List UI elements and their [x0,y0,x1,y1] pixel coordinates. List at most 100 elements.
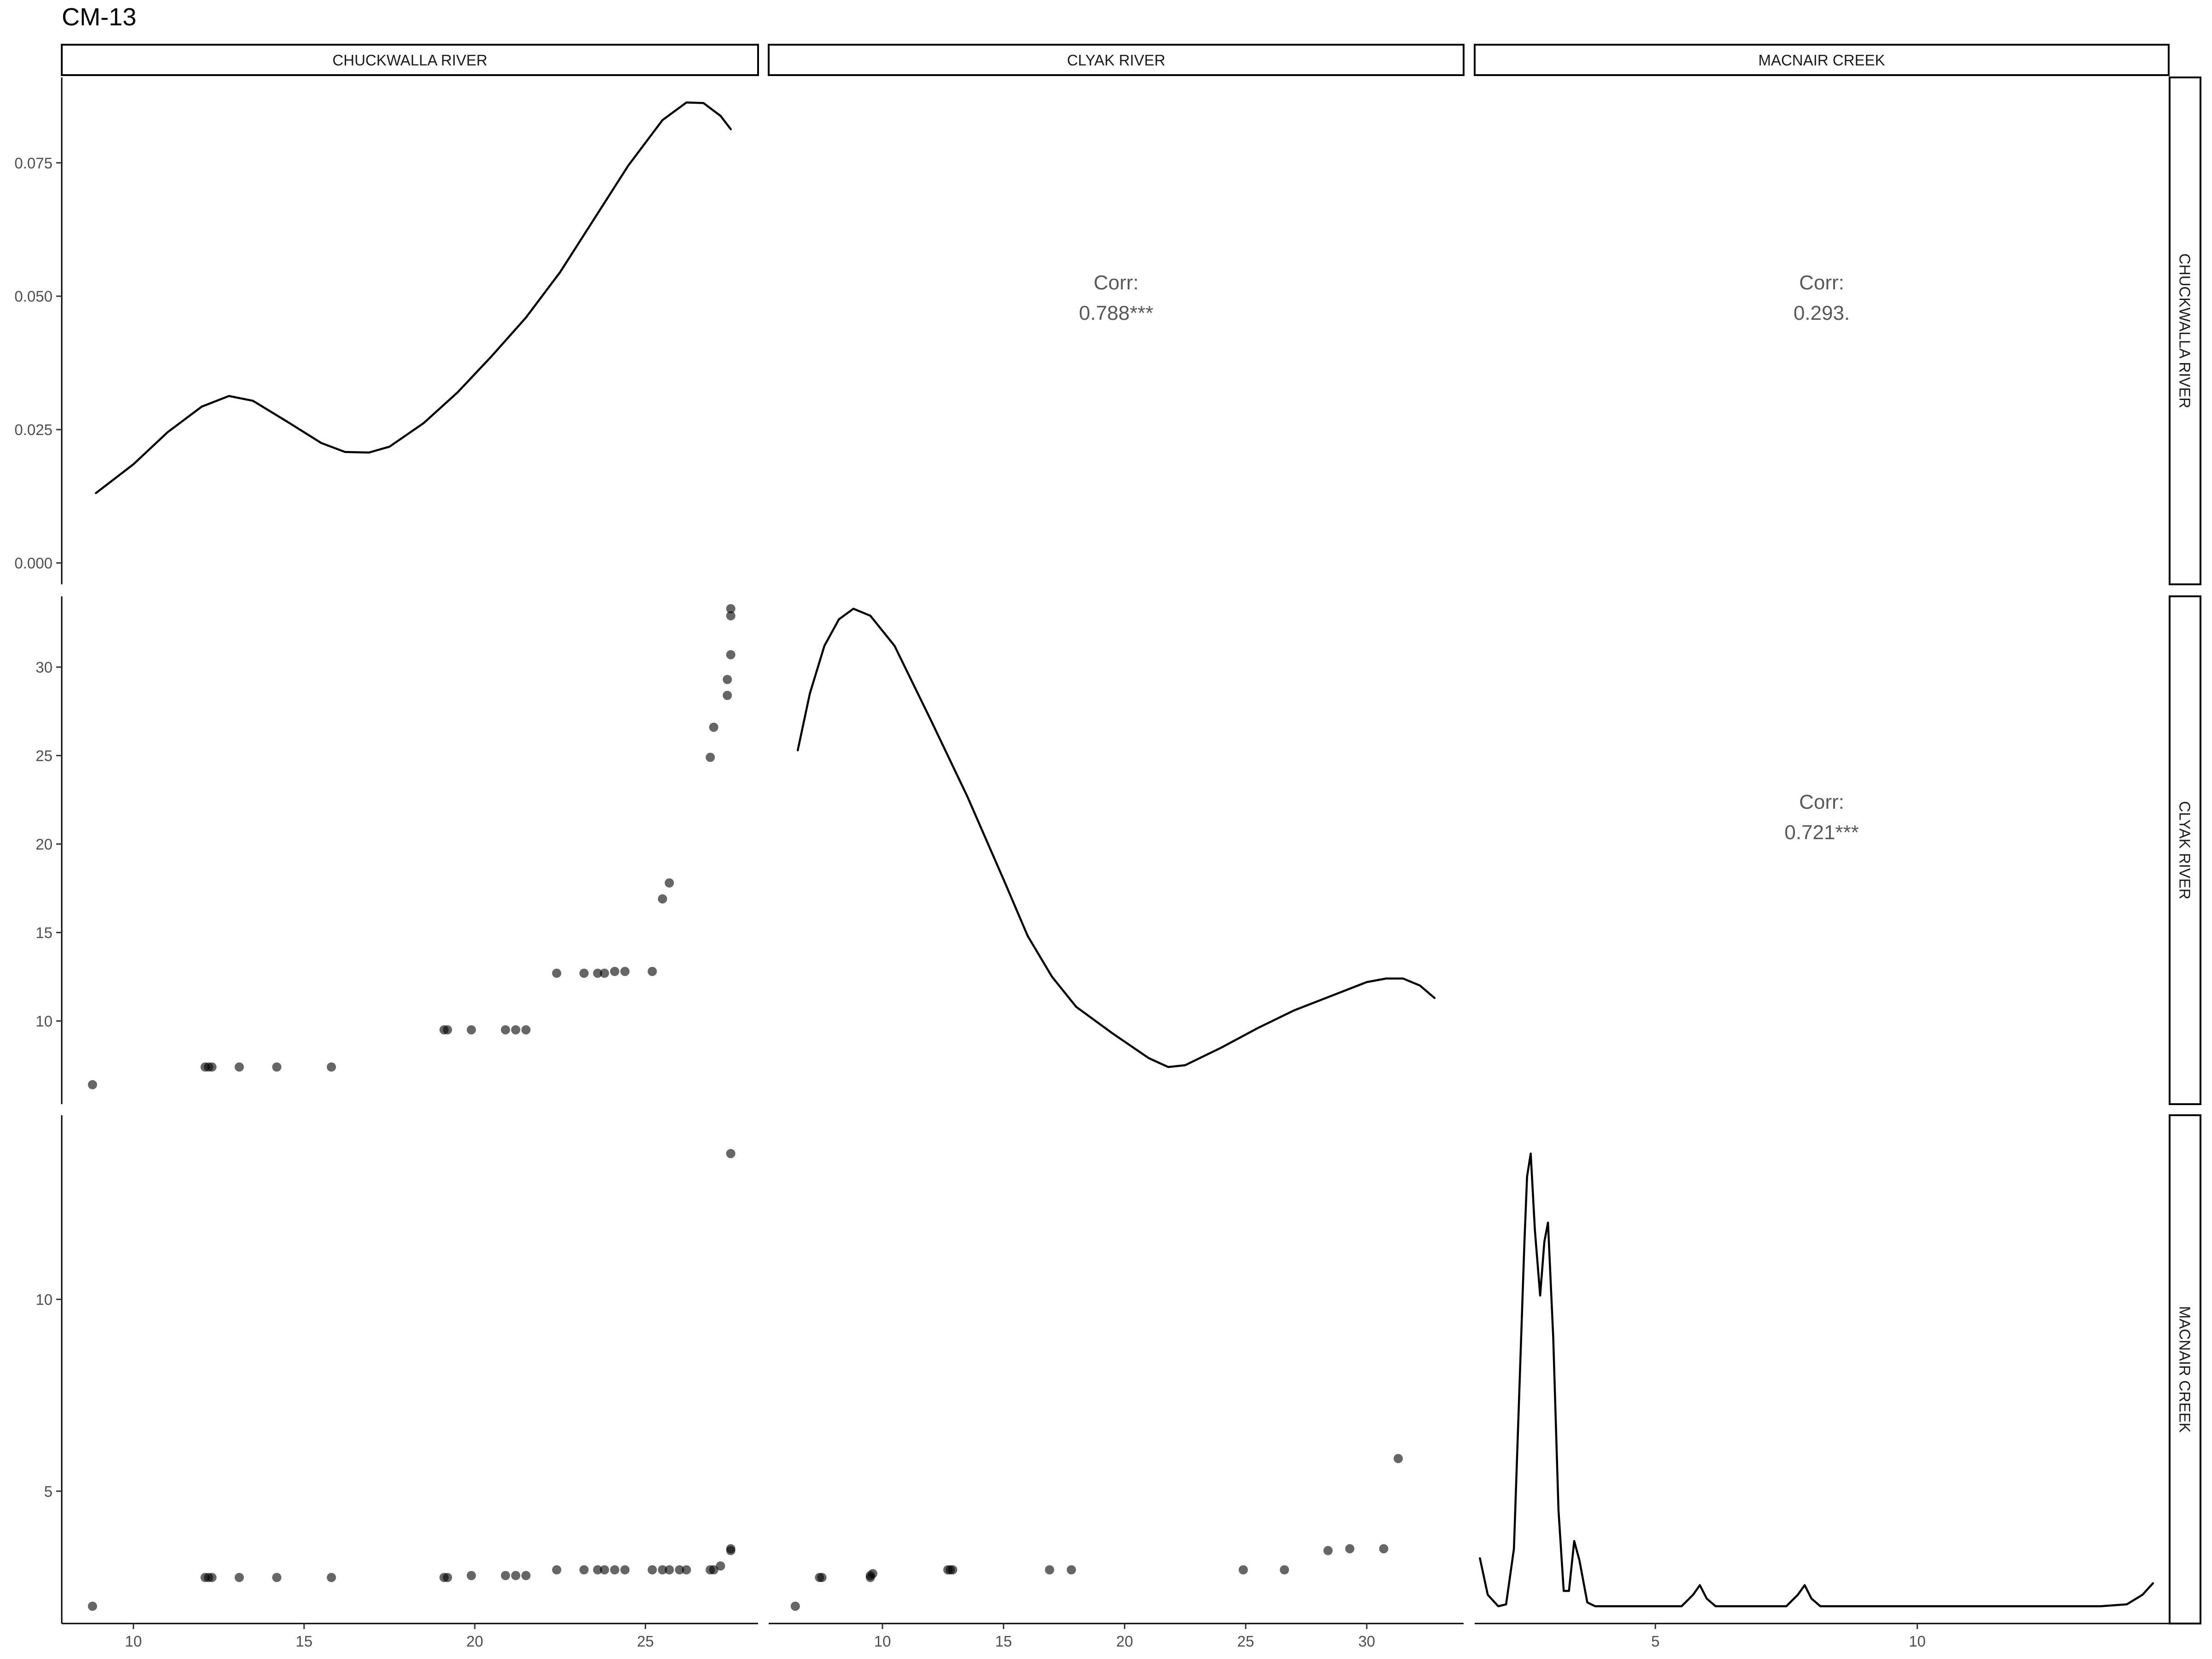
scatter-point [709,723,718,732]
x-tick-label: 5 [1651,1633,1659,1650]
scatter-point [682,1565,691,1575]
facet-strip-top [61,44,759,76]
scatter-point [726,650,735,659]
scatter-point [716,1561,725,1571]
scatter-point [647,967,657,976]
x-tick-label: 20 [1116,1633,1133,1650]
x-tick-label: 10 [125,1633,142,1650]
scatter-point [466,1025,476,1035]
correlation-value: 0.293. [1794,302,1850,324]
scatter-point [88,1080,97,1089]
scatter-point [658,1565,667,1575]
facet-strip-right [2169,595,2201,1105]
y-tick-label: 5 [44,1483,53,1500]
scatter-point [579,968,589,978]
scatter-point [579,1565,589,1575]
x-tick-label: 15 [296,1633,313,1650]
scatter-point [521,1025,531,1035]
scatter-point [1323,1546,1333,1555]
facet-label-right: CLYAK RIVER [2177,801,2194,899]
scatter-point [207,1573,217,1583]
correlation-label: Corr: [1094,271,1139,294]
scatter-point [706,753,715,762]
scatter-point [1045,1565,1054,1575]
scatter-point [948,1565,958,1575]
x-tick-label: 10 [1909,1633,1926,1650]
correlation-value: 0.788*** [1079,302,1153,324]
scatter-point [207,1062,217,1072]
x-tick-label: 30 [1358,1633,1375,1650]
scatter-point [726,1149,735,1159]
x-tick-label: 25 [637,1633,654,1650]
scatter-point [327,1573,336,1583]
facet-strip-right [2169,76,2201,585]
facet-label-top: CHUCKWALLA RIVER [332,52,487,69]
scatter-point [620,967,630,976]
facet-label-top: CLYAK RIVER [1067,52,1165,69]
facet-strip-right [2169,1114,2201,1624]
scatter-point [665,1565,674,1575]
scatter-point [552,1565,561,1575]
x-tick-label: 10 [874,1633,891,1650]
y-tick-label: 25 [35,747,53,765]
scatter-point [500,1571,510,1580]
scatter-point [272,1573,282,1583]
scatter-point [723,691,732,700]
scatter-point [1379,1544,1388,1553]
scatter-point [272,1062,282,1072]
y-tick-label: 0.075 [14,154,53,171]
correlation-value: 0.721*** [1784,821,1859,844]
scatter-point [511,1025,521,1035]
scatter-point [88,1601,97,1611]
scatter-point [327,1062,336,1072]
x-tick-label: 25 [1237,1633,1254,1650]
scatter-series [88,604,735,1089]
scatter-point [443,1573,452,1583]
scatter-series [790,1454,1403,1611]
scatter-point [552,968,561,978]
scatter-point [726,611,735,621]
scatter-point [610,967,619,976]
scatter-point [593,1565,602,1575]
density-curve [1479,1152,2154,1607]
y-tick-label: 10 [35,1013,53,1030]
y-tick-label: 10 [35,1291,53,1308]
scatter-point [1345,1544,1354,1553]
scatter-point [443,1025,452,1035]
scatter-point [600,1565,609,1575]
scatter-point [1238,1565,1248,1575]
facet-strip-top [1474,44,2170,76]
facet-strip-top [768,44,1465,76]
scatter-point [235,1062,244,1072]
facet-label-right: MACNAIR CREEK [2177,1306,2194,1433]
scatter-point [1394,1454,1403,1463]
scatter-point [1066,1565,1076,1575]
y-tick-label: 0.050 [14,288,53,305]
correlation-label: Corr: [1799,271,1844,294]
scatter-point [726,1544,735,1553]
facet-label-right: CHUCKWALLA RIVER [2177,253,2194,408]
scatter-point [610,1565,619,1575]
scatter-point [817,1573,827,1583]
correlation-label: Corr: [1799,791,1844,813]
y-tick-label: 20 [35,836,53,853]
y-tick-label: 0.000 [14,555,53,572]
scatter-point [790,1601,800,1611]
scatter-point [1280,1565,1289,1575]
scatter-point [723,675,732,684]
scatter-point [511,1571,521,1580]
scatter-point [593,968,602,978]
y-tick-label: 0.025 [14,421,53,438]
scatter-point [600,968,609,978]
chart-title: CM-13 [62,3,137,31]
scatter-point [665,878,674,888]
x-tick-label: 15 [995,1633,1012,1650]
y-tick-label: 30 [35,659,53,676]
scatter-point [235,1573,244,1583]
scatter-point [658,894,667,904]
scatter-series [88,1149,735,1611]
scatter-point [868,1569,877,1578]
scatter-point [500,1025,510,1035]
scatter-point [620,1565,630,1575]
